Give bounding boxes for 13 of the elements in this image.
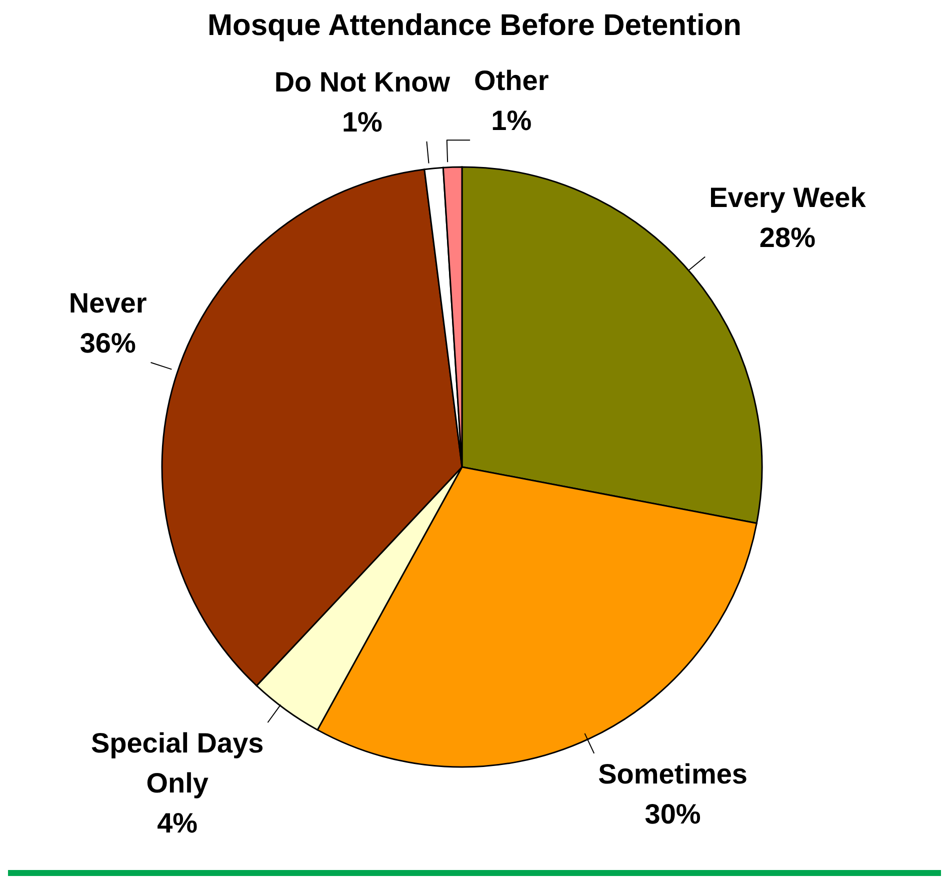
data-label: 4% [157,808,198,839]
data-label: 1% [491,105,532,136]
data-label: 1% [342,106,383,138]
slice-label: Other [474,65,549,96]
slice-label: Never [68,288,147,319]
data-label: 36% [80,328,136,359]
chart-title: Mosque Attendance Before Detention [206,8,742,44]
slice-label: Special Days Only [90,728,264,799]
slice-label: Every Week [709,182,866,213]
slice-label: Do Not Know [274,66,450,98]
data-label: 30% [644,798,701,830]
data-label: 28% [759,222,816,253]
slice-label: Sometimes [598,758,748,790]
